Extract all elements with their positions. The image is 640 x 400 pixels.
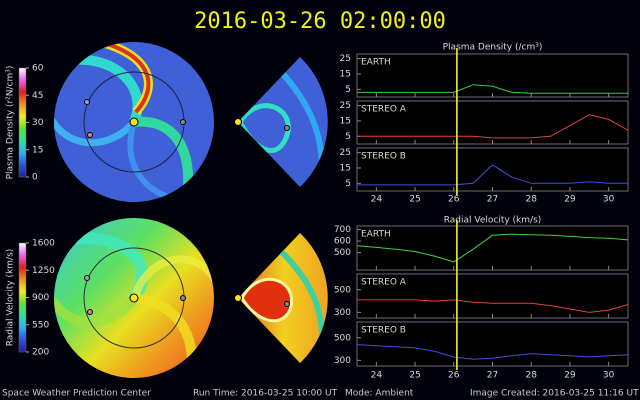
series-line [357,164,628,186]
footer-created: Image Created: 2016-03-25 11:16 UT [470,389,639,399]
panel-frame [356,273,629,319]
colorbar [18,242,27,353]
colorbar-tick-label: 15 [32,145,43,155]
series-line [357,299,629,313]
y-tick-label: 15 [340,69,351,79]
colorbar-tick-label: 0 [32,173,38,183]
y-tick-label: 5 [345,85,351,95]
x-tick-label: 26 [448,371,460,381]
series-line [357,84,628,94]
panel-label: STEREO B [361,326,406,336]
panel-frame [356,225,629,271]
x-tick-label: 27 [487,371,498,381]
y-tick-label: 15 [340,116,351,126]
y-tick-label: 500 [334,333,351,343]
colorbar-tick-label: 1600 [32,239,55,249]
x-tick-label: 29 [564,195,576,205]
colorbar-tick-label: 30 [32,118,44,128]
x-tick-label: 29 [564,371,576,381]
x-tick-label: 30 [603,371,615,381]
panel-label: STEREO B [361,152,406,162]
chart-title: Radial Velocity (km/s) [444,216,542,226]
panel-label: EARTH [361,58,391,68]
y-tick-label: 300 [334,308,351,318]
x-tick-label: 25 [409,371,420,381]
panel-label: EARTH [361,230,391,240]
y-tick-label: 25 [340,148,351,158]
panel-label: STEREO A [361,278,407,288]
y-tick-label: 25 [340,101,351,111]
colorbar-tick-label: 45 [32,91,43,101]
colorbar-title: Radial Velocity (km/s) [6,249,16,347]
panel-frame [356,321,629,367]
panel-label: STEREO A [361,105,407,115]
series-line [356,233,629,263]
footer-source: Space Weather Prediction Center [2,389,151,399]
footer-run-time: Run Time: 2016-03-25 10:00 UT [193,389,338,399]
colorbar-tick-label: 60 [32,64,44,74]
x-tick-label: 30 [603,195,615,205]
chart-title: Plasma Density (/cm³) [443,43,543,53]
colorbar-tick-label: 1250 [32,266,55,276]
x-tick-label: 28 [525,195,537,205]
colorbar-tick-label: 550 [32,320,49,330]
y-tick-label: 5 [345,179,351,189]
x-tick-label: 24 [371,371,383,381]
series-line [357,114,629,139]
y-tick-label: 500 [334,248,351,258]
y-tick-label: 700 [334,225,351,235]
panel-frame [356,100,629,145]
colorbar-tick-label: 200 [32,348,49,358]
y-tick-label: 5 [345,132,351,142]
colorbar [18,67,27,178]
panel-frame [356,147,629,192]
panel-frame [356,53,629,98]
y-tick-label: 25 [340,54,351,64]
x-tick-label: 25 [409,195,420,205]
colorbar-tick-label: 900 [32,293,49,303]
x-tick-label: 26 [448,195,460,205]
y-tick-label: 600 [334,237,351,247]
x-tick-label: 28 [525,371,537,381]
series-line [356,344,629,360]
x-tick-label: 27 [487,195,498,205]
footer-mode: Mode: Ambient [345,389,414,399]
y-tick-label: 500 [334,285,351,295]
y-tick-label: 300 [334,356,351,366]
page-title: 2016-03-26 02:00:00 [194,9,446,34]
x-tick-label: 24 [371,195,383,205]
y-tick-label: 15 [340,163,351,173]
colorbar-title: Plasma Density (r²N/cm³) [6,66,16,180]
